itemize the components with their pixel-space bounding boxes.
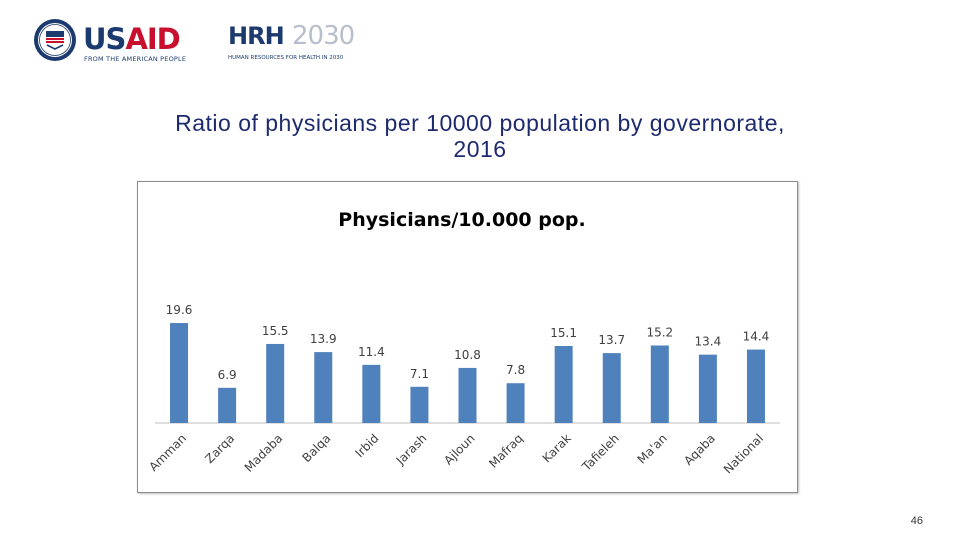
bar-zarqa [218, 387, 237, 423]
bar-madaba [266, 343, 285, 423]
value-label: 14.4 [743, 330, 770, 344]
category-label: Irbid [352, 431, 381, 460]
category-label: Amman [146, 431, 189, 474]
value-label: 7.8 [506, 363, 525, 377]
slide-title-line-1: Ratio of physicians per 10000 population… [175, 110, 785, 136]
value-label: 7.1 [410, 367, 429, 381]
hrh-tagline: HUMAN RESOURCES FOR HEALTH IN 2030 [228, 55, 344, 61]
usaid-seal-icon [34, 19, 76, 61]
bar-aqaba [698, 354, 717, 423]
category-label: Zarqa [202, 431, 237, 466]
hrh-year: 2030 [292, 21, 355, 51]
category-label: National [721, 431, 766, 476]
category-label: Aqaba [681, 431, 718, 468]
category-label: Balqa [300, 431, 334, 465]
value-label: 11.4 [358, 345, 385, 359]
value-label: 6.9 [218, 368, 237, 382]
value-label: 10.8 [454, 348, 481, 362]
bar-irbid [362, 364, 381, 423]
category-label: Ajloun [441, 431, 477, 467]
bar-ma-an [650, 345, 669, 423]
bar-mafraq [506, 383, 525, 423]
bar-series [170, 323, 765, 423]
category-label: Tafieleh [579, 431, 622, 474]
category-label: Ma'an [635, 431, 670, 466]
chart-frame: Physicians/10.000 pop. 19.6 6.9 15.5 13.9 11… [137, 181, 798, 493]
category-labels: Amman Zarqa Madaba Balqa Irbid Jarash Ajloun Ma… [146, 431, 766, 476]
bar-tafieleh [602, 353, 621, 423]
bar-karak [554, 345, 573, 423]
slide-title: Ratio of physicians per 10000 population… [40, 110, 920, 162]
value-label: 15.1 [550, 326, 577, 340]
value-labels: 19.6 6.9 15.5 13.9 11.4 7.1 10.8 7.8 15.1 13.7 15.… [166, 303, 770, 382]
hrh2030-logo: HRH 2030 HUMAN RESOURCES FOR HEALTH IN 2… [228, 21, 368, 66]
bar-ajloun [458, 367, 477, 423]
category-label: Karak [540, 431, 574, 465]
usaid-tagline: FROM THE AMERICAN PEOPLE [84, 55, 187, 63]
slide-title-line-2: 2016 [453, 136, 507, 162]
category-label: Mafraq [486, 431, 525, 470]
category-label: Jarash [393, 431, 430, 468]
chart-title: Physicians/10.000 pop. [338, 209, 585, 231]
value-label: 13.9 [310, 332, 337, 346]
page-number: 46 [910, 515, 923, 527]
hrh-wordmark: HRH [228, 22, 285, 50]
bar-balqa [314, 352, 333, 423]
value-label: 15.5 [262, 324, 289, 338]
bar-jarash [410, 386, 429, 423]
value-label: 15.2 [646, 325, 673, 339]
bar-amman [170, 323, 189, 423]
category-label: Madaba [242, 431, 286, 475]
usaid-wordmark: USAID [83, 22, 181, 56]
usaid-logo: USAID FROM THE AMERICAN PEOPLE [33, 18, 193, 66]
bar-chart: Physicians/10.000 pop. 19.6 6.9 15.5 13.9 11… [146, 209, 780, 476]
bar-national [746, 349, 765, 423]
value-label: 19.6 [166, 303, 193, 317]
value-label: 13.4 [695, 335, 722, 349]
value-label: 13.7 [598, 333, 625, 347]
